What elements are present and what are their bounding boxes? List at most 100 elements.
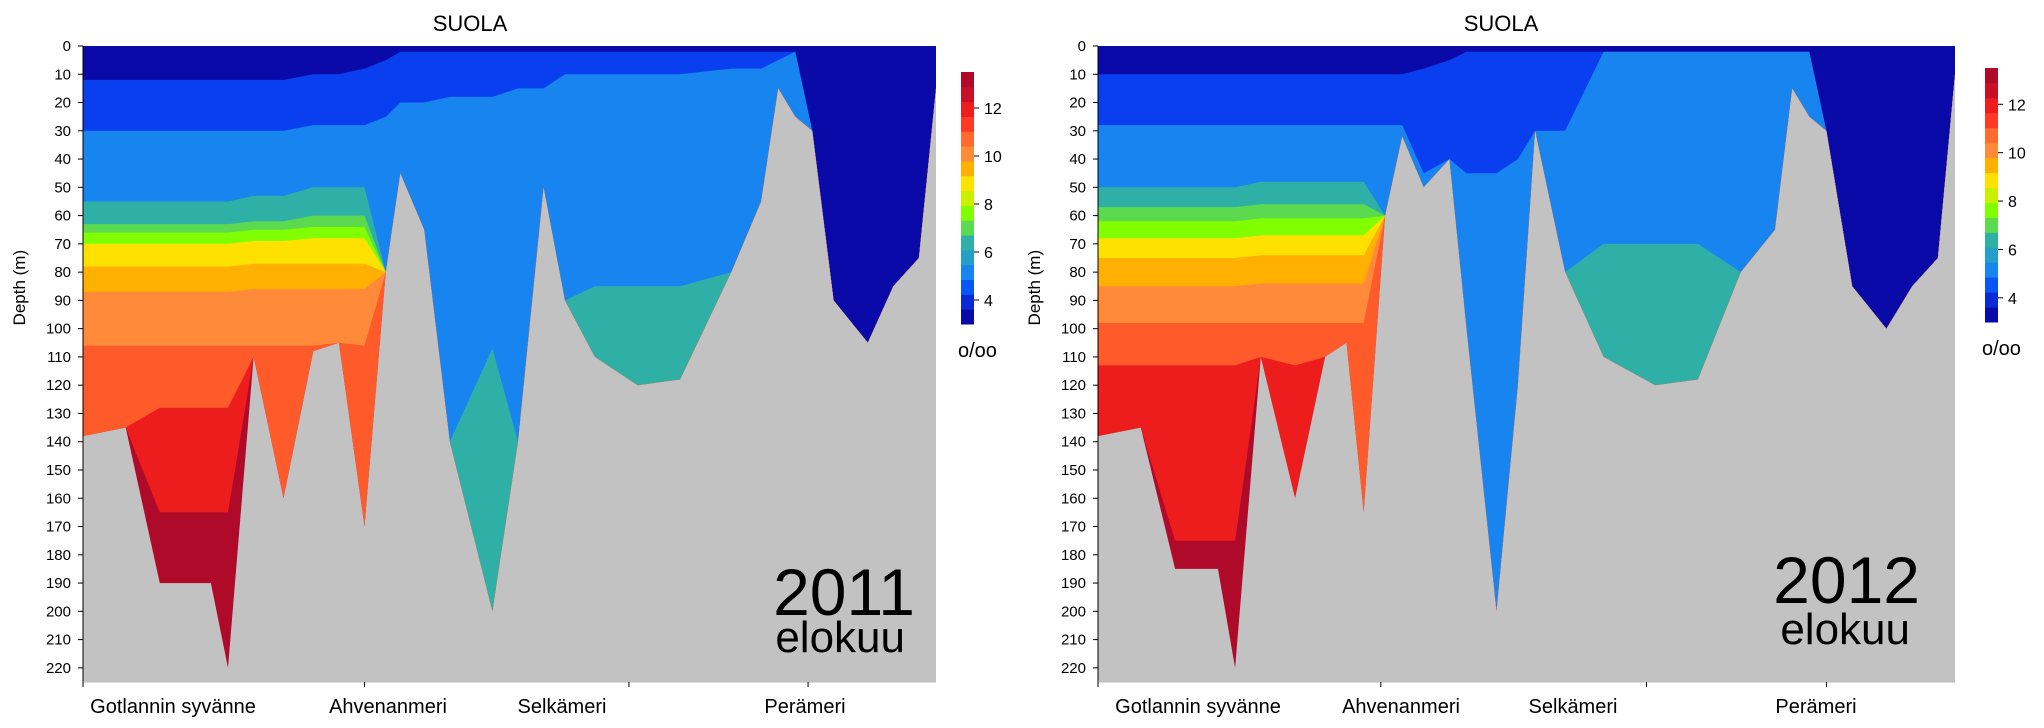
y-tick-label: 0 (63, 38, 71, 55)
plot-area (83, 46, 936, 682)
y-axis-label: Depth (m) (10, 250, 29, 326)
colorbar-tick-label: 10 (2008, 146, 2026, 163)
y-tick-label: 50 (1069, 179, 1086, 196)
colorbar-step (1985, 68, 1998, 84)
colorbar-tick-label: 8 (984, 197, 993, 214)
colorbar-step (1985, 217, 1998, 233)
y-tick-label: 60 (1069, 208, 1086, 225)
y-tick-label: 180 (1061, 547, 1086, 564)
colorbar-tick-label: 4 (2008, 291, 2017, 308)
colorbar-tick-label: 6 (2008, 242, 2017, 259)
y-tick-label: 140 (46, 434, 71, 451)
seabed (1098, 74, 1955, 682)
y-tick-label: 100 (46, 321, 71, 338)
x-region-label: Ahvenanmeri (329, 696, 447, 718)
y-tick-label: 220 (46, 660, 71, 677)
colorbar-step (961, 220, 974, 236)
month-annotation: elokuu (1780, 605, 1910, 654)
y-tick-label: 80 (54, 264, 71, 281)
y-tick-label: 120 (1061, 377, 1086, 394)
y-tick-label: 120 (46, 377, 71, 394)
colorbar-step (961, 116, 974, 132)
colorbar-step (1985, 262, 1998, 278)
colorbar-tick-label: 4 (984, 293, 993, 310)
colorbar-step (961, 249, 974, 266)
y-tick-label: 30 (1069, 123, 1086, 140)
y-tick-label: 80 (1069, 264, 1086, 281)
colorbar-step (1985, 232, 1998, 248)
y-tick-label: 190 (1061, 575, 1086, 592)
y-tick-label: 30 (54, 123, 71, 140)
chart-title: SUOLA (1464, 11, 1539, 36)
colorbar-step (961, 294, 974, 310)
y-tick-label: 130 (46, 405, 71, 422)
colorbar: 4 6 8 10 12 o/oo (1982, 68, 2026, 360)
x-region-label: Selkämeri (1529, 696, 1618, 718)
y-tick-label: 160 (46, 490, 71, 507)
y-tick-label: 210 (46, 632, 71, 649)
colorbar-step (961, 190, 974, 206)
y-tick-label: 200 (46, 603, 71, 620)
y-tick-label: 160 (1061, 490, 1086, 507)
colorbar-tick-label: 12 (2008, 97, 2026, 114)
y-tick-label: 10 (54, 66, 71, 83)
y-tick-label: 70 (1069, 236, 1086, 253)
y-tick-label: 100 (1061, 321, 1086, 338)
colorbar-step (1985, 247, 1998, 263)
y-tick-label: 50 (54, 179, 71, 196)
y-tick-label: 140 (1061, 434, 1086, 451)
y-tick-label: 90 (1069, 292, 1086, 309)
y-tick-label: 200 (1061, 603, 1086, 620)
y-tick-label: 170 (46, 519, 71, 536)
x-region-label: Ahvenanmeri (1342, 696, 1460, 718)
colorbar-step (1985, 157, 1998, 174)
y-tick-label: 130 (1061, 405, 1086, 422)
colorbar-step (961, 279, 974, 295)
y-tick-label: 180 (46, 547, 71, 564)
colorbar-tick-label: 12 (984, 101, 1002, 118)
colorbar-step (1985, 127, 1998, 144)
colorbar-step (1985, 307, 1998, 323)
colorbar-step (961, 264, 974, 281)
colorbar-step (1985, 142, 1998, 159)
y-tick-label: 60 (54, 208, 71, 225)
colorbar-step (961, 205, 974, 221)
x-region-label: Gotlannin syvänne (1115, 696, 1281, 718)
y-tick-label: 110 (47, 349, 71, 366)
colorbar-step (961, 101, 974, 117)
colorbar-unit-label: o/oo (958, 340, 997, 362)
plot-area (1098, 46, 1955, 682)
y-tick-label: 10 (1069, 66, 1086, 83)
section-panel-2011: 0 10 20 30 40 50 60 70 80 90 100 110 120 130 140 150 160… (10, 11, 1002, 718)
colorbar-step (961, 309, 974, 325)
colorbar-step (961, 146, 974, 162)
colorbar-step (1985, 277, 1998, 293)
colorbar-step (1985, 97, 1998, 114)
colorbar-unit-label: o/oo (1982, 338, 2021, 360)
y-tick-label: 70 (54, 236, 71, 253)
colorbar-step (961, 160, 974, 177)
y-tick-label: 20 (1069, 95, 1086, 112)
year-annotation: 2011 (773, 555, 915, 629)
chart-title: SUOLA (433, 11, 508, 36)
colorbar-step (961, 175, 974, 192)
y-tick-label: 170 (1061, 519, 1086, 536)
colorbar-tick-label: 8 (2008, 194, 2017, 211)
colorbar: 4 6 8 10 12 o/oo (958, 72, 1002, 362)
y-tick-label: 150 (46, 462, 71, 479)
colorbar-step (961, 86, 974, 103)
colorbar-step (1985, 202, 1998, 218)
x-region-label: Selkämeri (518, 696, 607, 718)
y-tick-label: 150 (1061, 462, 1086, 479)
colorbar-step (961, 235, 974, 251)
colorbar-step (961, 72, 974, 88)
colorbar-step (1985, 292, 1998, 308)
year-annotation: 2012 (1773, 543, 1920, 617)
seabed (83, 88, 936, 682)
y-tick-label: 40 (54, 151, 71, 168)
x-region-label: Perämeri (764, 696, 845, 718)
y-tick-label: 40 (1069, 151, 1086, 168)
y-tick-label: 110 (1062, 349, 1086, 366)
colorbar-step (961, 131, 974, 147)
